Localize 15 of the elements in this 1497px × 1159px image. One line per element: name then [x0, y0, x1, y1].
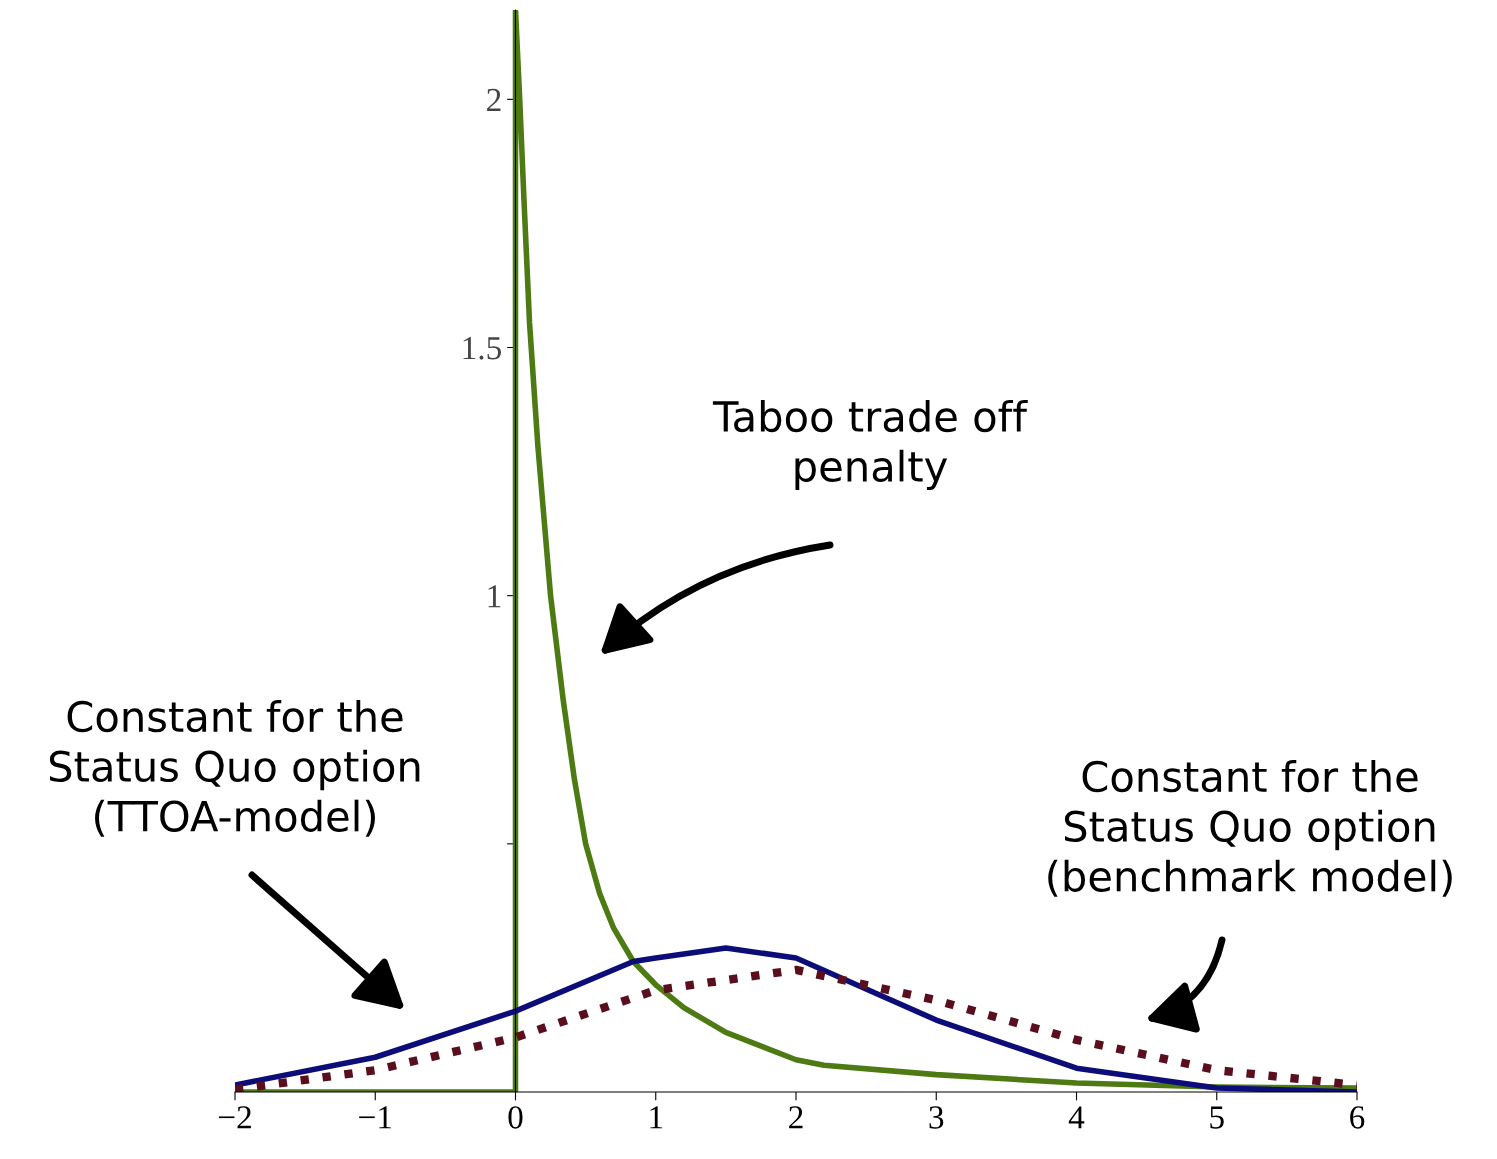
- annotation: Constant for the Status Quo option (benchmark model): [1048, 760, 1452, 897]
- x-tick-label: −2: [218, 1106, 251, 1129]
- annotation: Taboo trade off penalty: [712, 399, 1028, 491]
- x-tick-label: 6: [1350, 1106, 1365, 1129]
- y-tick-label: 1: [488, 585, 501, 608]
- x-tick-label: 0: [508, 1106, 523, 1129]
- x-tick-label: −1: [359, 1106, 391, 1129]
- y-tick-label: 1.5: [463, 337, 501, 360]
- x-tick-label: 1: [650, 1106, 663, 1129]
- annotation: Constant for the Status Quo option (TTOA-model): [49, 700, 420, 837]
- x-tick-label: 2: [789, 1106, 803, 1129]
- y-tick-label: 2: [487, 88, 501, 111]
- x-tick-label: 4: [1068, 1106, 1085, 1129]
- x-tick-label: 5: [1210, 1106, 1224, 1129]
- x-tick-label: 3: [929, 1106, 944, 1129]
